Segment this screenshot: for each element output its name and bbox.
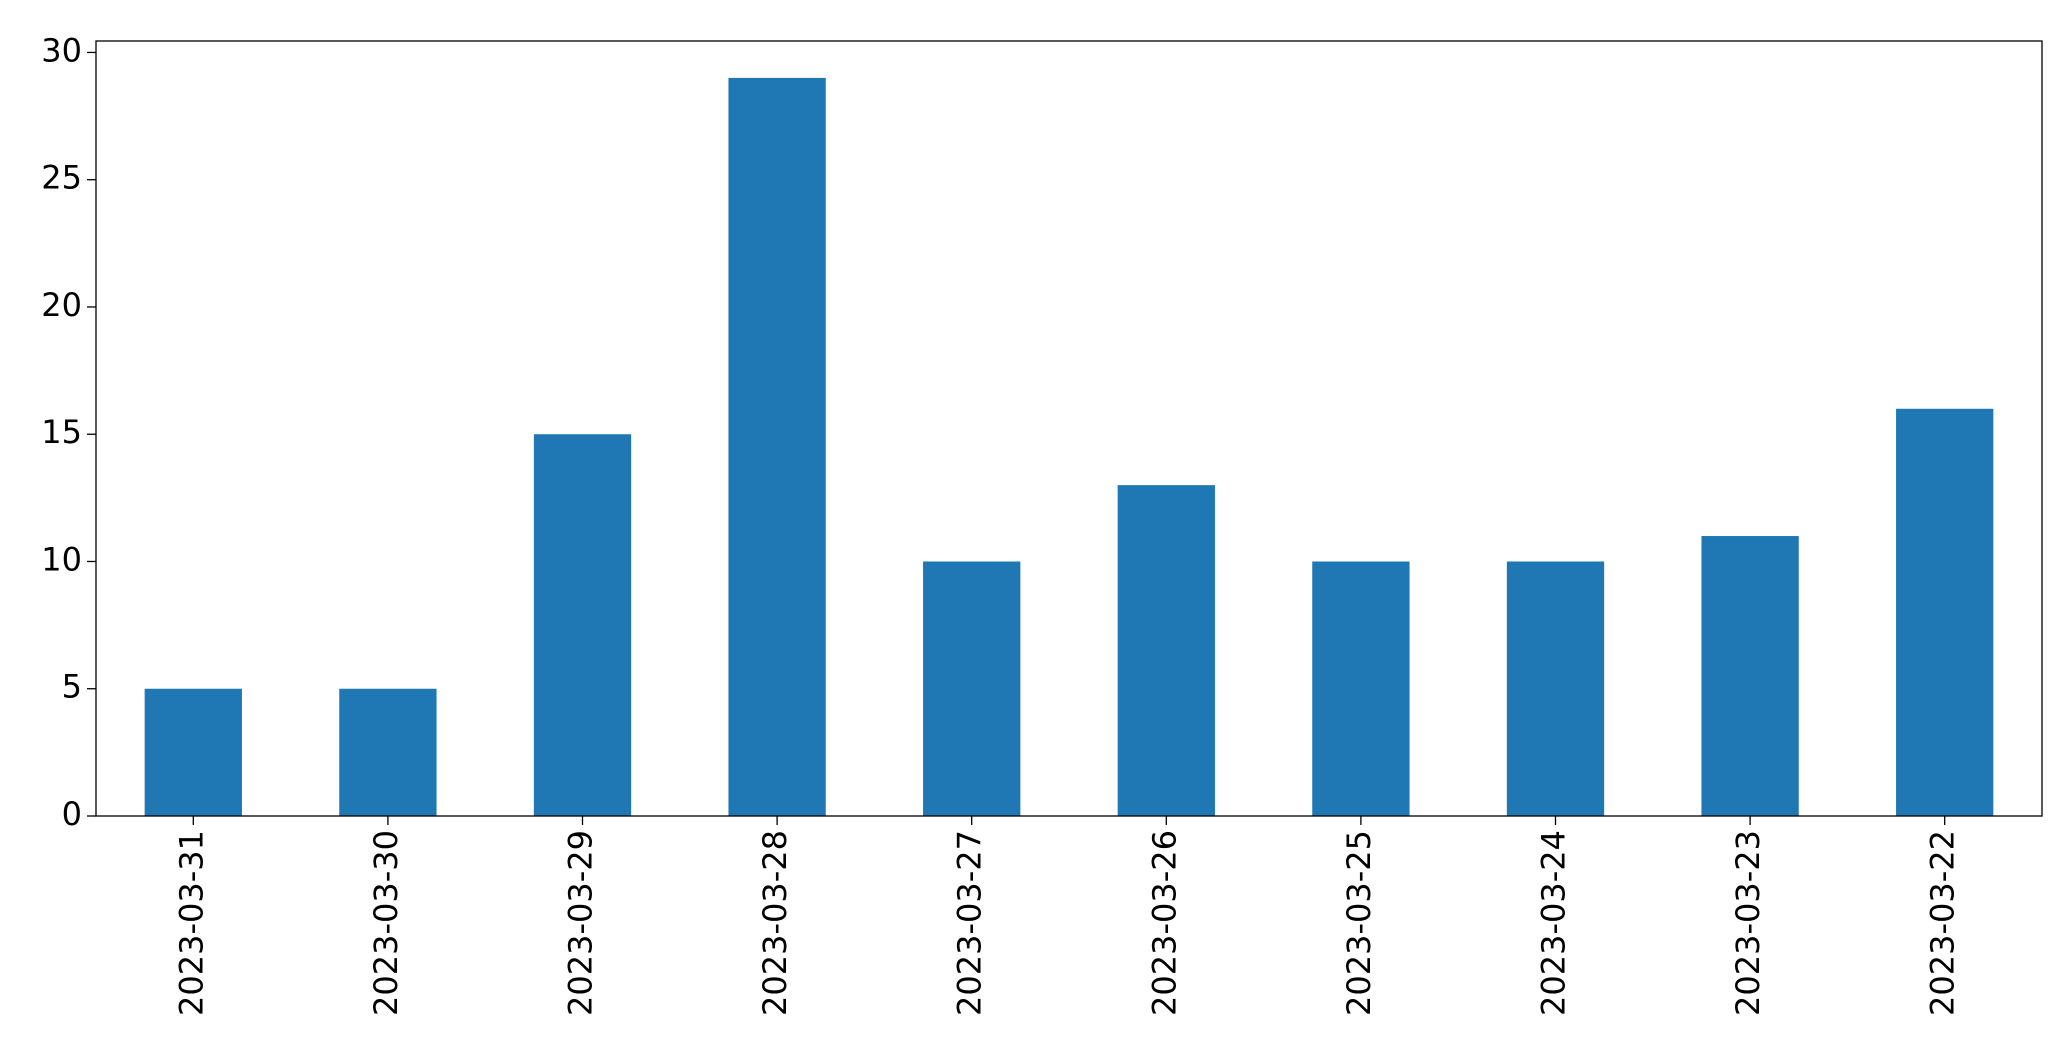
x-tick-label: 2023-03-22 [1924, 830, 1962, 1016]
x-tick-label: 2023-03-24 [1535, 830, 1573, 1016]
bar [728, 77, 826, 816]
bar [339, 688, 437, 816]
y-tick-label: 0 [62, 795, 82, 833]
x-tick-label: 2023-03-25 [1340, 830, 1378, 1016]
bar [1896, 408, 1994, 816]
x-tick-label: 2023-03-30 [367, 830, 405, 1016]
y-tick-label: 5 [62, 668, 82, 706]
y-tick-label: 15 [41, 413, 82, 451]
x-tick-label: 2023-03-26 [1145, 830, 1183, 1016]
y-tick-label: 25 [41, 159, 82, 197]
x-tick-label: 2023-03-31 [172, 830, 210, 1016]
y-tick-label: 10 [41, 540, 82, 578]
x-tick-label: 2023-03-29 [562, 830, 600, 1016]
bar [144, 688, 242, 816]
plot-frame [95, 40, 2043, 817]
bar [1312, 561, 1410, 816]
y-tick-label: 30 [41, 31, 82, 69]
x-tick-label: 2023-03-27 [951, 830, 989, 1016]
y-tick-label: 20 [41, 286, 82, 324]
bar [1701, 536, 1799, 816]
x-tick-label: 2023-03-23 [1729, 830, 1767, 1016]
bar [1117, 485, 1215, 816]
x-tick-label: 2023-03-28 [756, 830, 794, 1016]
bar [1506, 561, 1605, 816]
bar [533, 434, 632, 816]
bar [923, 561, 1021, 816]
